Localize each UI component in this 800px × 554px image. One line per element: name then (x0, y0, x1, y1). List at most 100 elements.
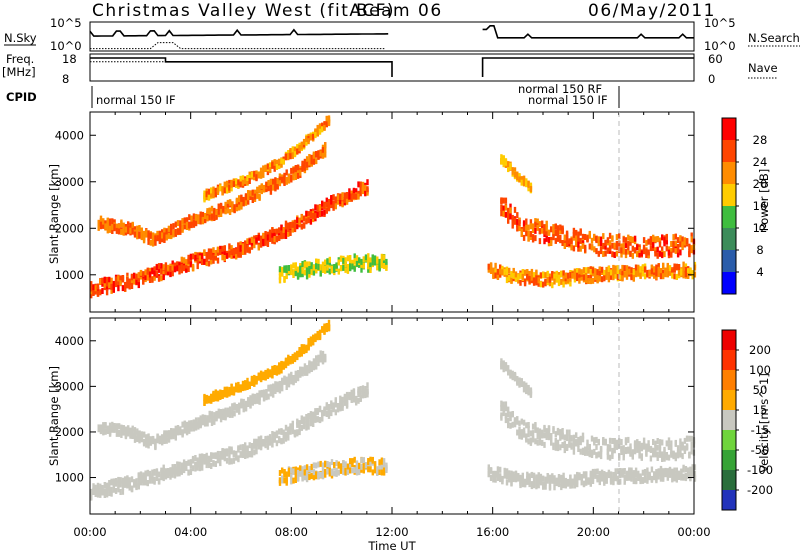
echo-cell (691, 468, 694, 475)
echo-cell (131, 429, 134, 435)
echo-cell (214, 250, 217, 256)
echo-cell (157, 471, 161, 478)
echo-cell (676, 244, 680, 250)
echo-cell (568, 434, 571, 441)
echo-cell (189, 253, 193, 260)
echo-cell (133, 430, 137, 437)
echo-cell (124, 426, 128, 433)
echo-cell (287, 431, 290, 438)
echo-cell (278, 387, 282, 394)
echo-cell (272, 178, 275, 185)
echo-cell (521, 476, 524, 483)
echo-cell (133, 272, 136, 279)
echo-cell (659, 475, 663, 482)
echo-cell (605, 472, 608, 479)
echo-cell (90, 285, 93, 292)
echo-cell (176, 220, 180, 227)
echo-cell (664, 469, 667, 476)
echo-cell (373, 255, 377, 262)
echo-cell (581, 242, 585, 249)
echo-cell (611, 242, 614, 249)
echo-cell (625, 270, 629, 277)
echo-cell (345, 397, 349, 404)
echo-cell (575, 432, 578, 439)
echo-cell (538, 428, 542, 435)
echo-cell (238, 200, 241, 207)
echo-cell (684, 466, 688, 472)
echo-cell (606, 247, 610, 254)
echo-cell (257, 439, 260, 446)
echo-cell (316, 211, 319, 218)
echo-cell (588, 243, 591, 250)
echo-cell (204, 420, 207, 427)
echo-cell (228, 386, 231, 393)
echo-cell (604, 250, 607, 257)
echo-cell (615, 234, 619, 241)
echo-cell (269, 384, 273, 391)
echo-cell (325, 207, 328, 214)
echo-cell (522, 225, 526, 232)
echo-cell (321, 326, 324, 333)
echo-cell (522, 419, 526, 426)
echo-cell (201, 419, 205, 426)
echo-cell (259, 167, 263, 174)
echo-cell (198, 453, 202, 460)
echo-cell (221, 453, 224, 460)
echo-cell (102, 429, 105, 436)
echo-cell (516, 418, 519, 425)
echo-cell (121, 488, 125, 495)
colorbar-tick-label: 20 (753, 177, 768, 191)
echo-cell (240, 398, 243, 405)
x-axis-tick-labels: 00:00 04:00 08:00 12:00 16:00 20:00 00:00 (73, 525, 710, 539)
echo-cell (597, 250, 600, 257)
echo-cell (205, 260, 208, 267)
echo-cell (564, 272, 567, 279)
echo-cell (163, 227, 166, 234)
echo-cell (682, 466, 685, 473)
echo-cell (223, 389, 226, 396)
echo-cell (228, 209, 232, 215)
echo-cell (264, 231, 267, 237)
echo-cell (96, 287, 100, 293)
echo-cell (241, 249, 245, 255)
echo-cell (649, 445, 653, 452)
echo-cell (153, 270, 156, 277)
echo-cell (596, 274, 599, 281)
echo-cell (273, 431, 276, 438)
echo-cell (138, 435, 141, 441)
echo-cell (124, 433, 128, 440)
echo-cell (281, 385, 284, 392)
echo-cell (290, 378, 293, 385)
echo-cell (96, 485, 100, 492)
echo-cell (305, 273, 309, 280)
cpid-label-1: normal 150 IF (96, 93, 176, 107)
echo-cell (302, 346, 306, 353)
echo-cell (127, 225, 130, 232)
echo-cell (240, 401, 243, 408)
echo-cell (521, 269, 524, 275)
echo-cell (334, 197, 337, 204)
echo-cell (517, 274, 520, 281)
echo-cell (575, 229, 578, 236)
echo-cell (299, 371, 302, 378)
echo-cell (221, 390, 224, 397)
echo-cell (552, 442, 555, 449)
echo-cell (609, 269, 613, 276)
echo-cell (303, 163, 307, 170)
echo-cell (213, 211, 216, 218)
echo-cell (619, 273, 622, 280)
echo-cell (496, 470, 500, 477)
echo-cell (259, 170, 263, 177)
echo-cell (316, 409, 319, 416)
echo-cell (268, 167, 272, 174)
echo-cell (346, 264, 350, 270)
echo-cell (520, 429, 523, 436)
echo-cell (633, 235, 637, 242)
echo-cell (176, 470, 179, 477)
echo-cell (496, 274, 500, 280)
echo-cell (654, 451, 657, 458)
echo-cell (117, 228, 121, 235)
echo-cell (589, 274, 592, 281)
echo-cell (278, 162, 281, 169)
